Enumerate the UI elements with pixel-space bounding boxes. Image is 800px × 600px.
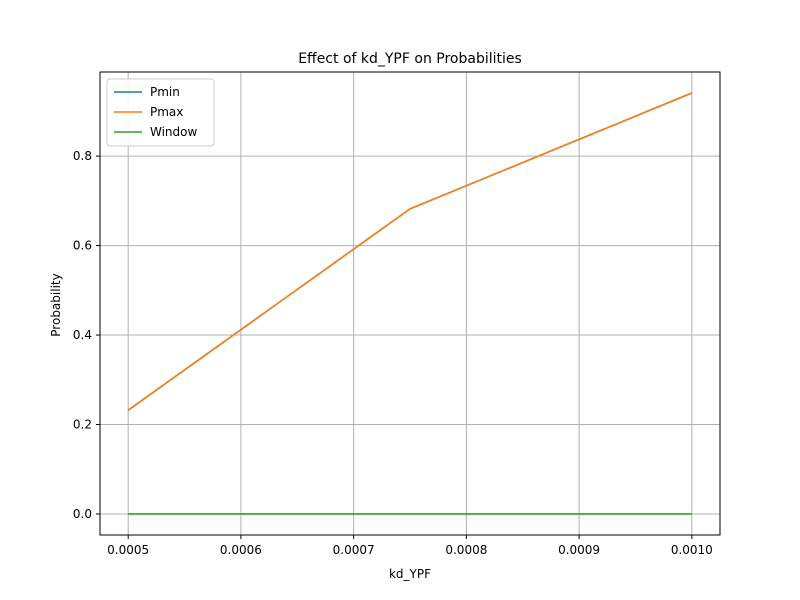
y-tick-label: 0.2 xyxy=(73,418,92,432)
legend-label: Pmax xyxy=(150,105,183,119)
y-tick-label: 0.0 xyxy=(73,507,92,521)
plot-frame xyxy=(99,71,721,536)
y-axis-label: Probability xyxy=(49,273,63,336)
series-layer xyxy=(127,92,693,515)
x-axis: 0.0005 0.0006 0.0007 0.0008 0.0009 0.0010 xyxy=(107,535,713,557)
legend-label: Window xyxy=(150,125,198,139)
grid xyxy=(100,72,720,535)
legend-box xyxy=(106,78,215,147)
legend-label: Pmin xyxy=(150,85,180,99)
x-tick-label: 0.0007 xyxy=(333,543,375,557)
x-tick-label: 0.0006 xyxy=(220,543,262,557)
x-tick-label: 0.0008 xyxy=(445,543,487,557)
series-line-pmax xyxy=(127,92,693,411)
legend: Pmin Pmax Window xyxy=(106,78,215,147)
x-tick-label: 0.0010 xyxy=(671,543,713,557)
y-tick-label: 0.4 xyxy=(73,328,92,342)
y-tick-label: 0.8 xyxy=(73,149,92,163)
y-tick-label: 0.6 xyxy=(73,239,92,253)
x-tick-label: 0.0005 xyxy=(107,543,149,557)
x-axis-label: kd_YPF xyxy=(389,567,431,581)
y-axis: 0.0 0.2 0.4 0.6 0.8 xyxy=(73,149,100,521)
x-tick-label: 0.0009 xyxy=(558,543,600,557)
chart-title: Effect of kd_YPF on Probabilities xyxy=(298,51,522,67)
